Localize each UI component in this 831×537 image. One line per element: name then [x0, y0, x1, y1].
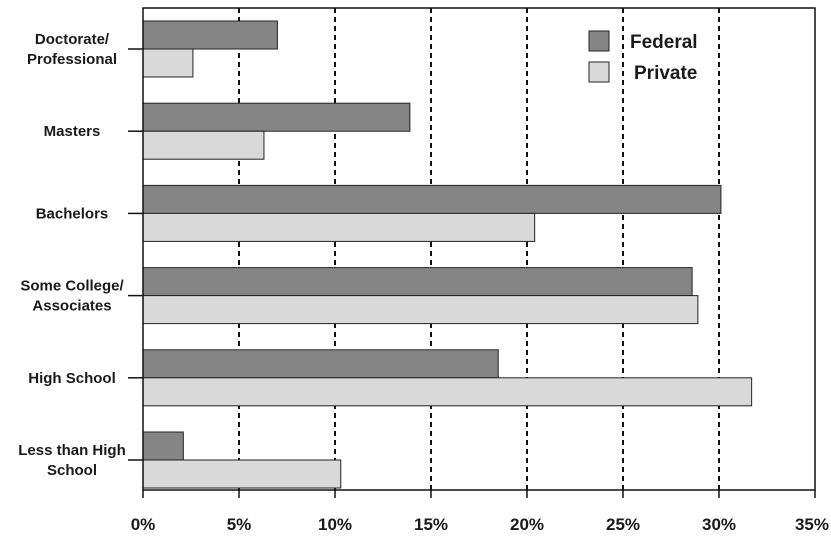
bar-federal	[142, 20, 278, 50]
legend-label-federal: Federal	[630, 32, 698, 53]
bar-federal	[142, 184, 722, 214]
bar-private	[142, 212, 536, 242]
bar-federal	[142, 102, 411, 132]
x-tick-label: 15%	[414, 515, 448, 534]
bar-private	[142, 459, 342, 489]
x-tick-label: 10%	[318, 515, 352, 534]
category-label: Masters	[44, 123, 101, 140]
x-axis-ticks: 0% 5% 10% 15% 20% 25% 30% 35%	[131, 490, 829, 534]
bar-federal	[142, 267, 693, 297]
bar-private	[142, 130, 265, 160]
category-label: Associates	[32, 298, 111, 315]
bar-federal	[142, 431, 184, 461]
x-tick-label: 5%	[227, 515, 252, 534]
category-label: School	[47, 462, 97, 479]
category-label: High School	[28, 370, 116, 387]
bar-federal	[142, 349, 499, 379]
category-labels: Doctorate/Professional Masters Bachelors So…	[18, 31, 143, 479]
legend-swatch-federal	[588, 30, 610, 52]
category-label: Less than High	[18, 442, 126, 459]
legend: Federal Private	[588, 30, 698, 84]
bar-private	[142, 48, 194, 78]
category-label: Professional	[27, 51, 117, 68]
plot-frame	[142, 7, 816, 491]
x-tick-label: 35%	[795, 515, 829, 534]
x-tick-label: 0%	[131, 515, 156, 534]
x-tick-label: 30%	[702, 515, 736, 534]
bars	[142, 20, 753, 489]
legend-swatch-private	[588, 61, 610, 83]
category-label: Bachelors	[36, 205, 109, 222]
x-tick-label: 20%	[510, 515, 544, 534]
x-tick-label: 25%	[606, 515, 640, 534]
category-label: Some College/	[20, 278, 124, 295]
legend-label-private: Private	[634, 63, 697, 84]
bar-private	[142, 377, 753, 407]
category-label: Doctorate/	[35, 31, 110, 48]
bar-private	[142, 295, 699, 325]
